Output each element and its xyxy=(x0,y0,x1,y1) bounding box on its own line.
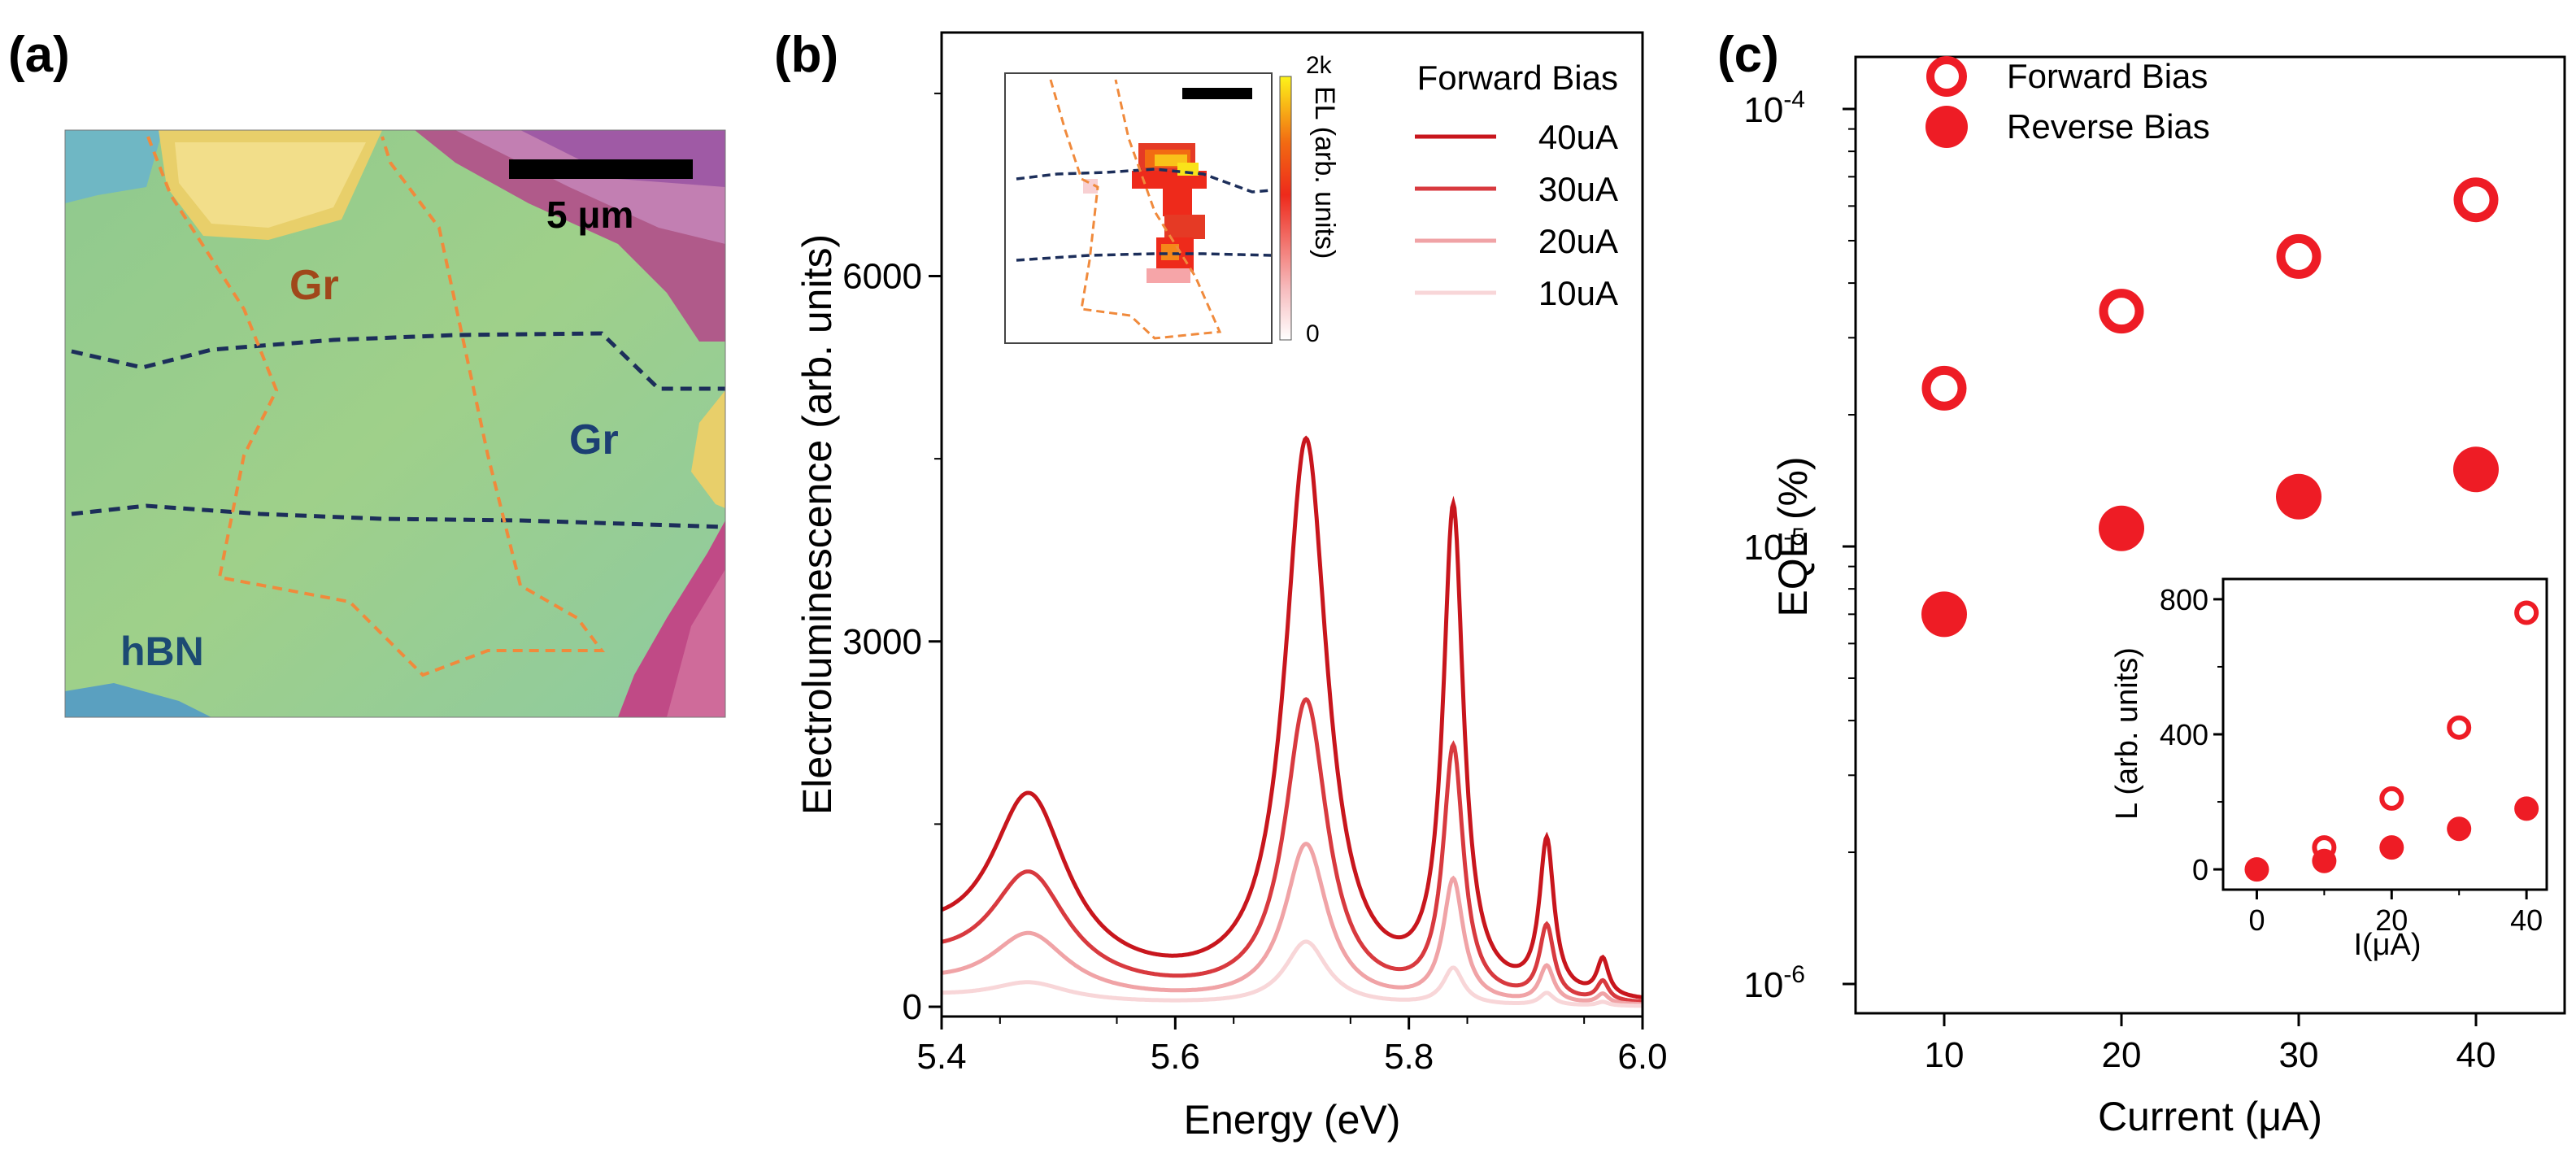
map-background xyxy=(1005,73,1272,343)
spectra-ytick-label: 0 xyxy=(903,987,922,1027)
li-point-reverse xyxy=(2379,835,2404,860)
legend-label-reverse: Reverse Bias xyxy=(2007,107,2210,146)
inset-el-map: 2k 0 EL (arb. units) xyxy=(1004,52,1340,347)
eqe-point-forward xyxy=(2453,177,2499,223)
map-frame xyxy=(1004,72,1273,344)
scale-bar xyxy=(509,159,693,179)
colorbar-max-label: 2k xyxy=(1306,52,1333,79)
legend-label-30uA: 30uA xyxy=(1538,170,1618,208)
spectra-xtick-label: 5.8 xyxy=(1384,1037,1434,1077)
chart-spectra: 5.4 5.6 5.8 6.0 0 3000 6000 Energy (eV) Elect… xyxy=(794,31,1668,1143)
eqe-xtick-label: 20 xyxy=(2102,1035,2142,1075)
spectra-xtick-label: 5.6 xyxy=(1151,1037,1200,1077)
label-gr-right: Gr xyxy=(569,416,619,464)
spectra-xtick-label: 6.0 xyxy=(1617,1037,1667,1077)
li-point-reverse xyxy=(2514,796,2539,821)
el-hotspot xyxy=(1083,143,1207,283)
li-ytick-label: 0 xyxy=(2192,853,2208,886)
spectra-ytick-label: 3000 xyxy=(842,622,922,662)
li-point-forward xyxy=(2514,600,2539,625)
li-point-forward xyxy=(2379,786,2404,811)
eqe-xlabel: Current (μA) xyxy=(2098,1094,2322,1139)
label-gr-top: Gr xyxy=(289,262,339,309)
eqe-xtick-label: 30 xyxy=(2279,1035,2319,1075)
chart-li-inset: 0 20 40 0 400 800 I(μA) L (arb. units) xyxy=(2110,577,2548,962)
eqe-ylabel: EQE (%) xyxy=(1770,456,1816,616)
li-ytick-label: 800 xyxy=(2160,583,2208,616)
legend-label-10uA: 10uA xyxy=(1538,274,1618,312)
li-xtick-label: 20 xyxy=(2375,903,2408,937)
colorbar-min-label: 0 xyxy=(1306,320,1320,347)
eqe-point-reverse xyxy=(1921,591,1967,638)
eqe-frame xyxy=(1854,55,2566,1015)
li-point-reverse xyxy=(2244,857,2269,882)
spectra-legend-title: Forward Bias xyxy=(1417,59,1618,97)
eqe-xtick-label: 40 xyxy=(2456,1035,2496,1075)
li-xtick-label: 0 xyxy=(2248,903,2265,937)
legend-marker-reverse xyxy=(1925,106,1968,148)
spectra-frame xyxy=(940,31,1644,1018)
li-ylabel: L (arb. units) xyxy=(2110,647,2144,820)
spectrum-line-10uA xyxy=(942,939,1643,1008)
eqe-point-forward xyxy=(2276,233,2321,279)
panel-label-c: (c) xyxy=(1717,27,1779,83)
spectrum-line-20uA xyxy=(942,842,1643,1007)
eqe-point-reverse xyxy=(2453,446,2499,493)
legend-label-20uA: 20uA xyxy=(1538,222,1618,260)
spectrum-line-30uA xyxy=(942,697,1643,1004)
map-scale-bar xyxy=(1182,88,1252,99)
spectrum-line-40uA xyxy=(942,435,1643,999)
spectra-ytick-label: 6000 xyxy=(842,257,922,297)
eqe-ytick-label: 10-6 xyxy=(1743,961,1805,1005)
li-point-reverse xyxy=(2447,816,2472,842)
micrograph-frame xyxy=(64,129,726,718)
eqe-point-reverse xyxy=(2099,505,2144,551)
eqe-point-forward xyxy=(2099,289,2144,334)
colorbar xyxy=(1279,76,1292,341)
spectra-xlabel: Energy (eV) xyxy=(1184,1097,1401,1143)
li-point-forward xyxy=(2447,715,2472,740)
legend-label-forward: Forward Bias xyxy=(2007,57,2208,95)
scale-bar-label: 5 μm xyxy=(546,194,633,236)
legend-label-40uA: 40uA xyxy=(1538,118,1618,156)
eqe-point-reverse xyxy=(2276,473,2321,520)
legend-marker-forward xyxy=(1926,56,1967,97)
panel-label-a: (a) xyxy=(8,27,70,83)
li-ytick-label: 400 xyxy=(2160,718,2208,751)
spectra-ylabel: Electroluminescence (arb. units) xyxy=(794,234,840,815)
li-xlabel: I(μA) xyxy=(2353,928,2421,962)
panel-label-b: (b) xyxy=(774,27,838,83)
label-hbn: hBN xyxy=(120,629,204,674)
colorbar-title: EL (arb. units) xyxy=(1309,86,1340,259)
chart-eqe: 10 20 30 40 10-610-510-4 Current (μA) EQE (… xyxy=(1743,55,2566,1139)
eqe-xtick-label: 10 xyxy=(1925,1035,1965,1075)
spectra-xtick-label: 5.4 xyxy=(916,1037,966,1077)
li-point-reverse xyxy=(2312,848,2337,873)
eqe-point-forward xyxy=(1921,365,1967,411)
li-xtick-label: 40 xyxy=(2510,903,2543,937)
eqe-ytick-label: 10-4 xyxy=(1743,86,1805,130)
